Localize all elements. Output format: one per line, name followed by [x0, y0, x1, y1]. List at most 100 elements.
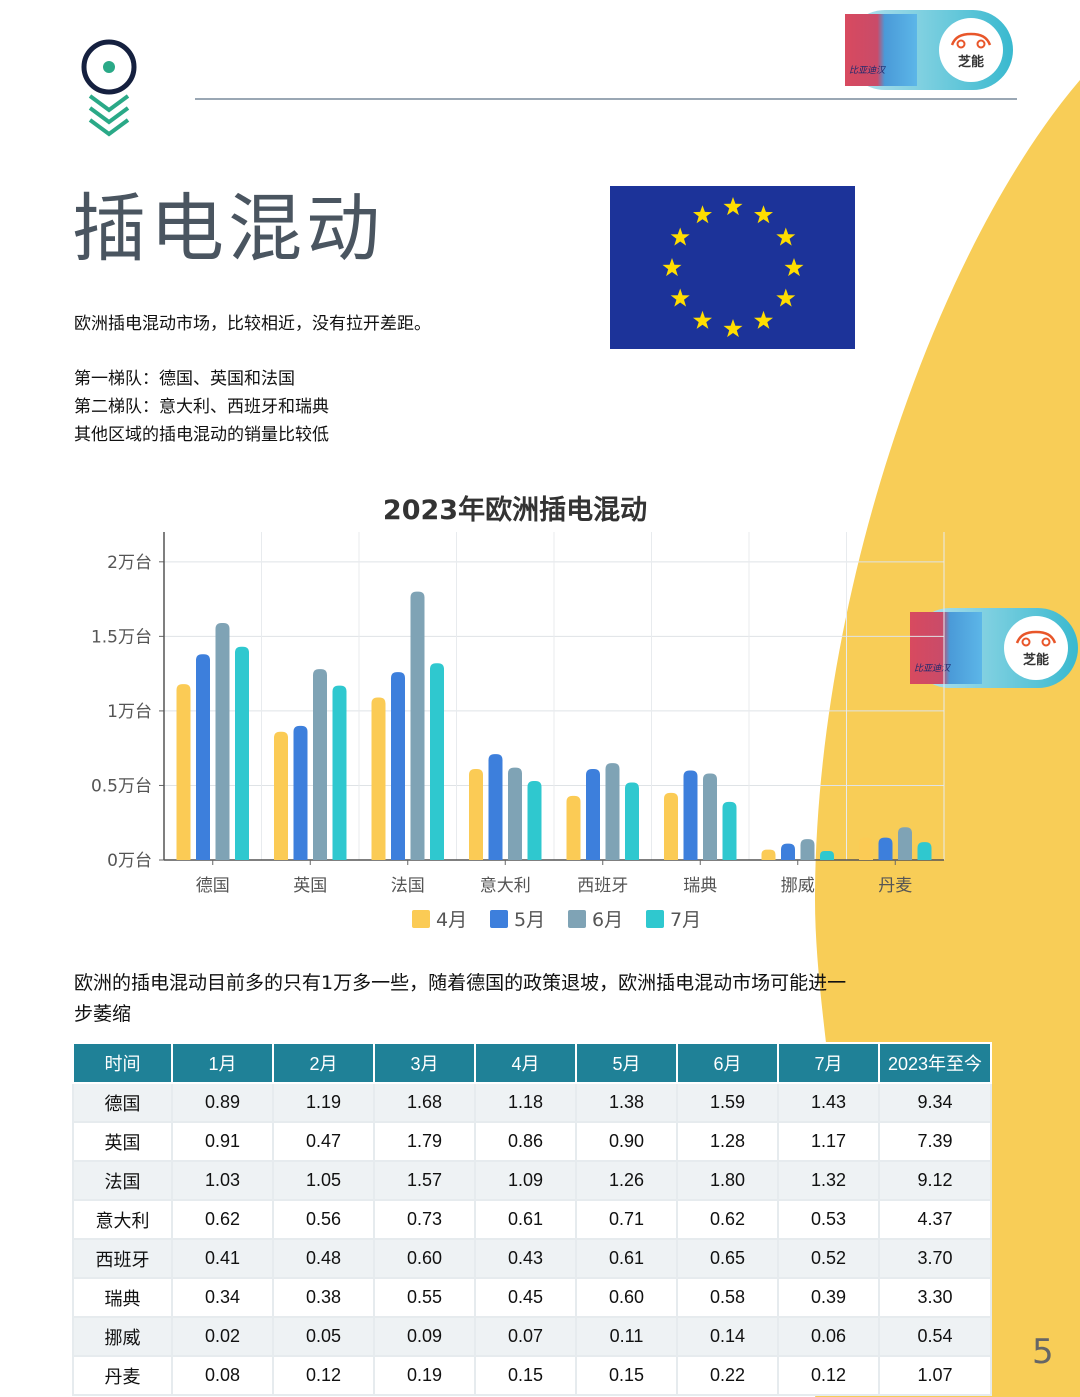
table-cell: 1.68	[373, 1082, 476, 1123]
y-tick-label: 1万台	[107, 702, 152, 722]
table-header-cell: 3月	[373, 1042, 476, 1084]
bar	[625, 782, 639, 860]
table-row: 意大利 0.62 0.56 0.73 0.61 0.71 0.62 0.53 4.37	[72, 1199, 992, 1240]
table-header-cell: 时间	[72, 1042, 173, 1084]
brand-logo: 芝能	[1004, 616, 1068, 680]
flag-star-icon	[723, 197, 743, 216]
table-cell: 0.43	[474, 1238, 577, 1279]
table-row: 瑞典 0.34 0.38 0.55 0.45 0.60 0.58 0.39 3.30	[72, 1277, 992, 1318]
car-photo-thumbnail: 比亚迪汉	[910, 612, 982, 684]
y-tick-label: 2万台	[107, 553, 152, 573]
legend-swatch	[412, 910, 430, 928]
bar	[176, 684, 191, 860]
bar	[605, 763, 620, 860]
table-cell: 0.86	[474, 1121, 577, 1162]
table-cell: 1.18	[474, 1082, 577, 1123]
table-cell: 0.62	[676, 1199, 779, 1240]
bar	[332, 685, 347, 860]
flag-star-icon	[693, 310, 712, 329]
table-cell: 0.02	[171, 1316, 274, 1357]
table-header-cell: 5月	[575, 1042, 678, 1084]
table-cell: 0.09	[373, 1316, 476, 1357]
legend-label: 7月	[670, 909, 701, 931]
legend-label: 5月	[514, 909, 545, 931]
table-cell: 0.15	[474, 1355, 577, 1396]
bar	[917, 842, 932, 860]
brand-logo: 芝能	[939, 18, 1003, 82]
table-cell: 0.11	[575, 1316, 678, 1357]
table-cell: 0.08	[171, 1355, 274, 1396]
bar	[488, 754, 503, 860]
x-tick-label: 瑞典	[683, 876, 717, 896]
flag-star-icon	[776, 227, 796, 246]
bar	[430, 663, 444, 860]
bar	[800, 839, 815, 860]
intro-text: 欧洲插电混动市场，比较相近，没有拉开差距。	[74, 314, 431, 334]
tier-list: 第一梯队：德国、英国和法国 第二梯队：意大利、西班牙和瑞典 其他区域的插电混动的…	[74, 365, 329, 449]
bar	[898, 827, 912, 860]
legend-label: 4月	[436, 909, 467, 931]
table-cell: 西班牙	[72, 1238, 173, 1279]
table-cell: 丹麦	[72, 1355, 173, 1396]
table-cell: 1.19	[272, 1082, 375, 1123]
logo-mark-icon	[81, 39, 137, 137]
table-cell: 1.57	[373, 1160, 476, 1201]
table-cell: 0.22	[676, 1355, 779, 1396]
table-cell: 0.12	[272, 1355, 375, 1396]
brand-name: 芝能	[1022, 652, 1049, 668]
x-tick-label: 法国	[391, 876, 425, 896]
bar	[235, 646, 249, 860]
table-cell: 1.17	[777, 1121, 880, 1162]
bar	[391, 672, 405, 860]
table-cell: 0.39	[777, 1277, 880, 1318]
x-tick-label: 意大利	[480, 876, 531, 896]
table-cell: 0.52	[777, 1238, 880, 1279]
table-cell: 9.12	[878, 1160, 992, 1201]
y-tick-label: 0万台	[107, 851, 152, 871]
bar	[469, 769, 483, 860]
table-cell: 英国	[72, 1121, 173, 1162]
bar	[878, 837, 893, 860]
legend-swatch	[490, 910, 508, 928]
legend-swatch	[568, 910, 586, 928]
table-cell: 0.73	[373, 1199, 476, 1240]
table-cell: 0.61	[575, 1238, 678, 1279]
table-header-cell: 1月	[171, 1042, 274, 1084]
page-number: 5	[1032, 1332, 1054, 1372]
header-divider	[195, 98, 1017, 100]
table-cell: 0.61	[474, 1199, 577, 1240]
tier-line: 第一梯队：德国、英国和法国	[74, 369, 295, 389]
flag-star-icon	[693, 205, 712, 224]
sales-table: 时间 1月 2月 3月 4月 5月 6月 7月 2023年至今 德国 0.89 1.…	[72, 1042, 992, 1396]
table-header-cell: 7月	[777, 1042, 880, 1084]
tier-line: 第二梯队：意大利、西班牙和瑞典	[74, 397, 329, 417]
table-header-cell: 2023年至今	[878, 1042, 992, 1084]
bar	[761, 849, 776, 860]
table-cell: 0.15	[575, 1355, 678, 1396]
bar	[703, 773, 717, 860]
table-cell: 1.79	[373, 1121, 476, 1162]
table-cell: 0.12	[777, 1355, 880, 1396]
table-cell: 9.34	[878, 1082, 992, 1123]
bar	[196, 654, 210, 860]
bar	[508, 767, 522, 860]
flag-star-icon	[754, 205, 773, 224]
x-tick-label: 德国	[196, 876, 230, 896]
summary-text: 欧洲的插电混动目前多的只有1万多一些，随着德国的政策退坡，欧洲插电混动市场可能进…	[74, 972, 847, 1025]
y-tick-label: 1.5万台	[91, 627, 152, 647]
x-tick-label: 西班牙	[577, 876, 628, 896]
brand-name: 芝能	[957, 54, 984, 70]
bar	[820, 851, 834, 860]
bar	[859, 837, 873, 860]
car-photo-caption: 比亚迪汉	[914, 664, 951, 674]
tier-line: 其他区域的插电混动的销量比较低	[74, 425, 329, 445]
table-cell: 0.34	[171, 1277, 274, 1318]
table-cell: 1.03	[171, 1160, 274, 1201]
table-cell: 7.39	[878, 1121, 992, 1162]
table-header-cell: 2月	[272, 1042, 375, 1084]
table-cell: 1.09	[474, 1160, 577, 1201]
bar	[274, 731, 288, 860]
table-cell: 0.65	[676, 1238, 779, 1279]
table-cell: 0.38	[272, 1277, 375, 1318]
